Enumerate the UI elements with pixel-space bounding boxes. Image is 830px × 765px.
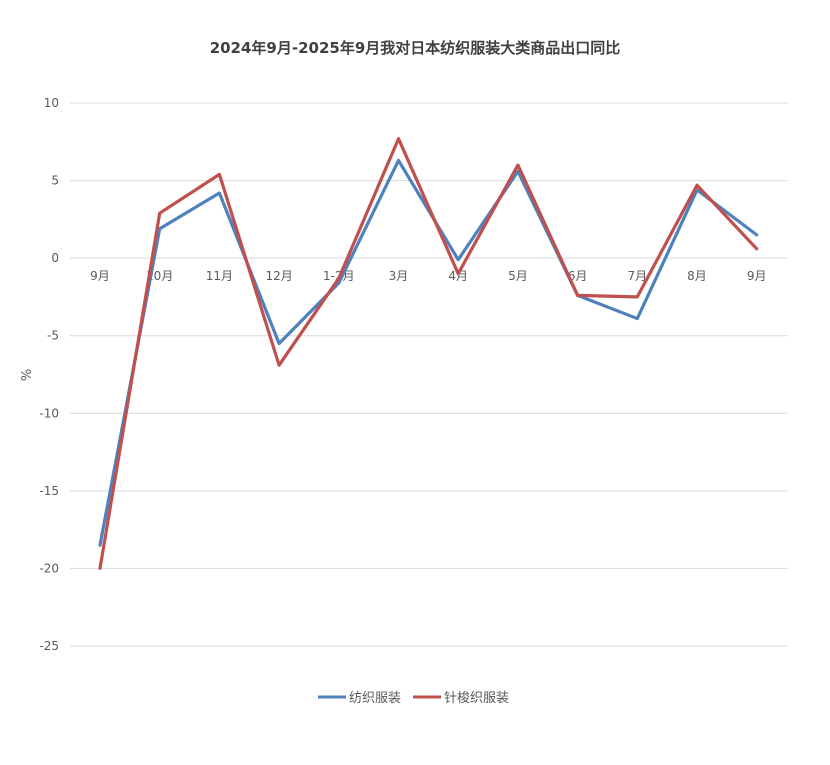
x-tick-label: 9月 [90, 269, 110, 283]
y-tick-label: 0 [51, 251, 59, 265]
legend-item: 针梭织服装 [413, 690, 509, 706]
series-lines [98, 137, 759, 571]
series-line-1 [98, 158, 759, 547]
y-axis-ticks: 10 5 0 -5 -10 -15 -20 -25 [39, 96, 59, 653]
x-tick-label: 4月 [448, 269, 468, 283]
y-tick-label: -20 [39, 561, 59, 575]
series-line-2 [98, 137, 759, 571]
x-tick-label: 9月 [747, 269, 767, 283]
x-tick-label: 11月 [206, 269, 233, 283]
x-axis-ticks: 9月 10月 11月 12月 1-2月 3月 4月 5月 6月 7月 8月 9月 [90, 269, 766, 283]
y-tick-label: -5 [47, 329, 59, 343]
legend-label: 针梭织服装 [444, 690, 509, 706]
x-tick-label: 3月 [389, 269, 409, 283]
x-tick-label: 6月 [568, 269, 588, 283]
x-tick-label: 12月 [265, 269, 292, 283]
y-axis-label: % [20, 369, 35, 381]
y-tick-label: -25 [39, 639, 59, 653]
chart-title: 2024年9月-2025年9月我对日本纺织服装大类商品出口同比 [210, 39, 621, 57]
legend: 纺织服装 针梭织服装 [318, 690, 509, 706]
y-tick-label: 5 [51, 174, 59, 188]
grid-lines [70, 102, 788, 647]
legend-label: 纺织服装 [349, 691, 401, 706]
legend-item: 纺织服装 [318, 691, 401, 706]
x-tick-label: 8月 [687, 269, 707, 283]
x-tick-label: 7月 [627, 269, 647, 283]
y-tick-label: 10 [44, 96, 59, 110]
y-tick-label: -10 [39, 406, 59, 420]
x-tick-label: 5月 [508, 269, 528, 283]
y-tick-label: -15 [39, 484, 59, 498]
